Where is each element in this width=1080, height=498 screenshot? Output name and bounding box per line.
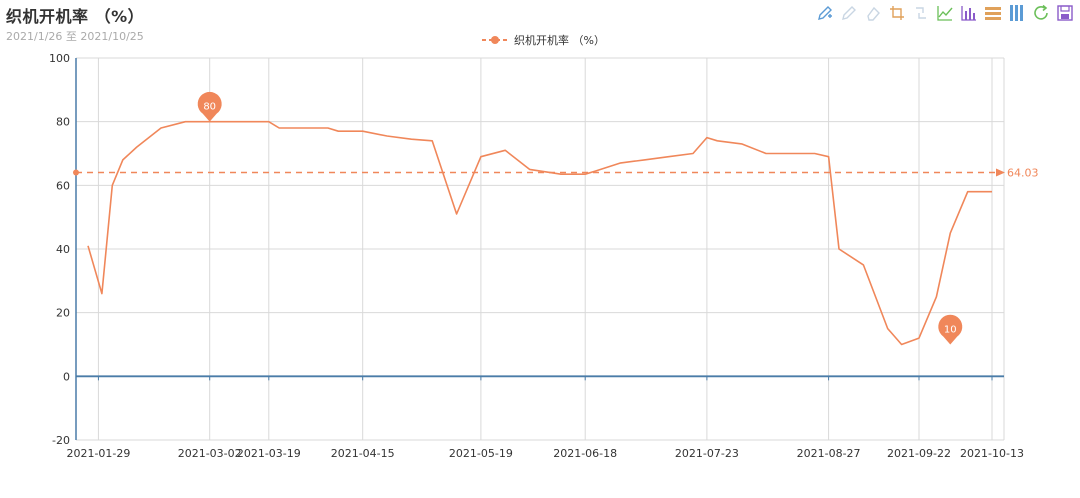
eraser-icon[interactable] — [840, 4, 858, 22]
refresh-icon[interactable] — [1032, 4, 1050, 22]
mark-point-label: 80 — [203, 102, 216, 113]
zoom-select-icon[interactable] — [888, 4, 906, 22]
tiled-icon[interactable] — [1008, 4, 1026, 22]
stack-icon[interactable] — [984, 4, 1002, 22]
legend-line-icon — [482, 36, 508, 44]
x-tick-label: 2021-01-29 — [66, 447, 130, 460]
line-chart-icon[interactable] — [936, 4, 954, 22]
x-tick-label: 2021-07-23 — [675, 447, 739, 460]
y-tick-label: -20 — [52, 434, 70, 447]
y-tick-label: 20 — [56, 307, 70, 320]
mark-point-label: 10 — [944, 325, 957, 336]
y-tick-label: 100 — [49, 52, 70, 65]
edit-pen-icon[interactable] — [816, 4, 834, 22]
bar-chart-icon[interactable] — [960, 4, 978, 22]
y-tick-label: 80 — [56, 116, 70, 129]
legend-label: 织机开机率 （%） — [514, 34, 605, 47]
y-tick-label: 60 — [56, 179, 70, 192]
zoom-reset-icon[interactable] — [912, 4, 930, 22]
x-tick-label: 2021-03-19 — [237, 447, 301, 460]
y-tick-label: 0 — [63, 370, 70, 383]
x-tick-label: 2021-05-19 — [449, 447, 513, 460]
mark-line-arrow — [996, 168, 1005, 177]
x-tick-label: 2021-09-22 — [887, 447, 951, 460]
chart-subtitle: 2021/1/26 至 2021/10/25 — [6, 30, 144, 43]
toolbox — [816, 4, 1074, 22]
x-tick-label: 2021-10-13 — [960, 447, 1024, 460]
series-line — [87, 120, 992, 346]
x-tick-label: 2021-04-15 — [331, 447, 395, 460]
legend[interactable]: 织机开机率 （%） — [480, 32, 605, 48]
x-tick-label: 2021-03-02 — [178, 447, 242, 460]
mark-point-pin — [197, 91, 222, 122]
x-tick-label: 2021-06-18 — [553, 447, 617, 460]
mark-line-label: 64.03 — [1007, 167, 1039, 180]
mark-point-pin — [938, 314, 963, 345]
chart-title: 织机开机率 （%） — [6, 7, 145, 26]
clear-icon[interactable] — [864, 4, 882, 22]
x-tick-label: 2021-08-27 — [797, 447, 861, 460]
y-tick-label: 40 — [56, 243, 70, 256]
save-image-icon[interactable] — [1056, 4, 1074, 22]
